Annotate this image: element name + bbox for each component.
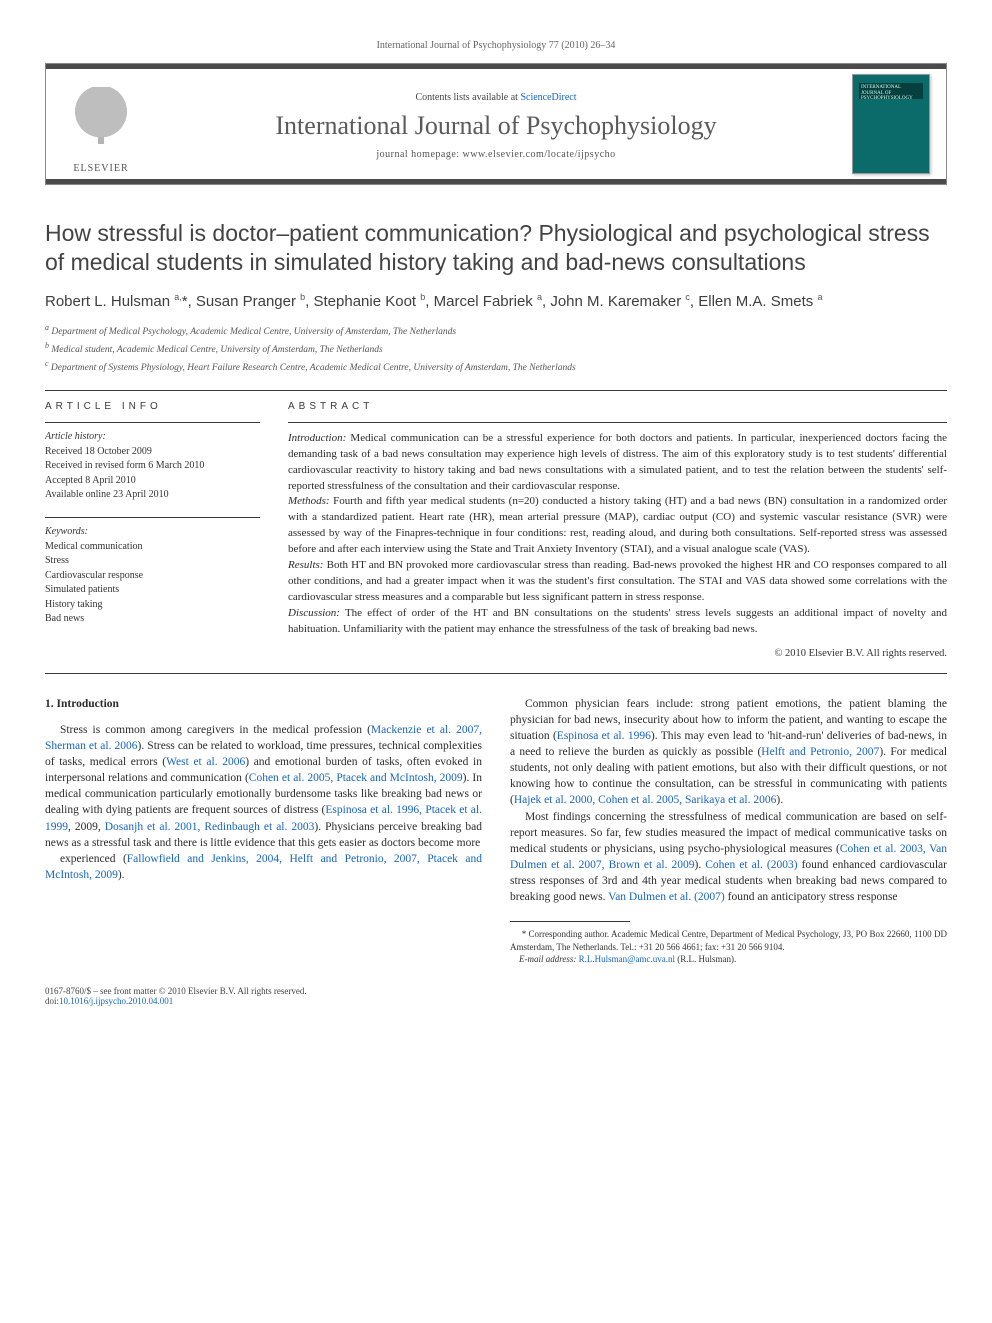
footnote-rule (510, 921, 630, 922)
body-paragraph: Most findings concerning the stressfulne… (510, 809, 947, 906)
masthead-center: Contents lists available at ScienceDirec… (156, 64, 836, 184)
keyword: Cardiovascular response (45, 569, 260, 584)
citation-link[interactable]: Cohen et al. 2005, Ptacek and McIntosh, … (249, 772, 463, 784)
history-line: Accepted 8 April 2010 (45, 474, 260, 489)
abstract-para-text: The effect of order of the HT and BN con… (288, 607, 947, 635)
masthead-top-bar (46, 64, 946, 69)
affiliation-line: a Department of Medical Psychology, Acad… (45, 322, 947, 339)
cover-thumb-label: INTERNATIONAL JOURNAL OF PSYCHOPHYSIOLOG… (861, 85, 921, 102)
section-1-heading: 1. Introduction (45, 696, 482, 712)
sciencedirect-link[interactable]: ScienceDirect (520, 92, 576, 103)
keyword: Bad news (45, 612, 260, 627)
journal-homepage: journal homepage: www.elsevier.com/locat… (164, 149, 828, 160)
abstract-para-label: Results: (288, 559, 323, 571)
journal-title: International Journal of Psychophysiolog… (164, 111, 828, 141)
info-rule (45, 422, 260, 423)
info-rule-2 (45, 517, 260, 518)
affiliation-line: c Department of Systems Physiology, Hear… (45, 358, 947, 375)
abstract-paragraph: Methods: Fourth and fifth year medical s… (288, 494, 947, 558)
citation-link[interactable]: Espinosa et al. 1996 (557, 730, 651, 742)
journal-cover-thumb: INTERNATIONAL JOURNAL OF PSYCHOPHYSIOLOG… (852, 74, 930, 174)
abstract-paragraph: Results: Both HT and BN provoked more ca… (288, 558, 947, 606)
history-line: Received 18 October 2009 (45, 445, 260, 460)
email-tail: (R.L. Hulsman). (675, 954, 736, 964)
keyword: Stress (45, 554, 260, 569)
keyword: Simulated patients (45, 583, 260, 598)
history-line: Received in revised form 6 March 2010 (45, 459, 260, 474)
citation-link[interactable]: Helft and Petronio, 2007 (761, 746, 879, 758)
abstract-para-text: Both HT and BN provoked more cardiovascu… (288, 559, 947, 603)
body-paragraph: experienced (Fallowfield and Jenkins, 20… (45, 851, 482, 883)
citation-link[interactable]: West et al. 2006 (166, 756, 245, 768)
body-columns: 1. Introduction Stress is common among c… (45, 696, 947, 966)
front-matter-line: 0167-8760/$ – see front matter © 2010 El… (45, 986, 947, 996)
citation-link[interactable]: Dosanjh et al. 2001, Redinbaugh et al. 2… (105, 821, 315, 833)
doi-label: doi: (45, 996, 59, 1006)
running-head: International Journal of Psychophysiolog… (45, 40, 947, 51)
contents-line: Contents lists available at ScienceDirec… (164, 92, 828, 103)
abstract-para-text: Medical communication can be a stressful… (288, 432, 947, 492)
article-title: How stressful is doctor–patient communic… (45, 219, 947, 277)
abstract-heading: ABSTRACT (288, 401, 947, 412)
affiliation-line: b Medical student, Academic Medical Cent… (45, 340, 947, 357)
history-line: Available online 23 April 2010 (45, 488, 260, 503)
cover-thumb-block: INTERNATIONAL JOURNAL OF PSYCHOPHYSIOLOG… (836, 64, 946, 184)
corresponding-author-note: * Corresponding author. Academic Medical… (510, 928, 947, 953)
body-paragraph: Common physician fears include: strong p… (510, 696, 947, 809)
abstract-paragraph: Discussion: The effect of order of the H… (288, 606, 947, 638)
abstract-para-label: Discussion: (288, 607, 340, 619)
citation-link[interactable]: Fallowfield and Jenkins, 2004, Helft and… (45, 853, 482, 881)
section-rule-top (45, 390, 947, 391)
keyword: Medical communication (45, 540, 260, 555)
body-paragraph: Stress is common among caregivers in the… (45, 722, 482, 851)
history-label: Article history: (45, 431, 260, 442)
journal-masthead: ELSEVIER Contents lists available at Sci… (45, 63, 947, 185)
section-rule-bottom (45, 673, 947, 674)
citation-link[interactable]: Van Dulmen et al. (2007) (608, 891, 725, 903)
abstract-rule (288, 422, 947, 423)
publisher-wordmark: ELSEVIER (73, 163, 128, 174)
masthead-bottom-bar (46, 179, 946, 184)
abstract-para-text: Fourth and fifth year medical students (… (288, 495, 947, 555)
author-list: Robert L. Hulsman a,*, Susan Pranger b, … (45, 291, 947, 312)
contents-line-pre: Contents lists available at (415, 92, 520, 103)
publisher-block: ELSEVIER (46, 64, 156, 184)
abstract-para-label: Methods: (288, 495, 330, 507)
citation-link[interactable]: Hajek et al. 2000, Cohen et al. 2005, Sa… (514, 794, 777, 806)
keywords-label: Keywords: (45, 526, 260, 537)
front-matter-footer: 0167-8760/$ – see front matter © 2010 El… (45, 986, 947, 1006)
keyword: History taking (45, 598, 260, 613)
corresponding-email-link[interactable]: R.L.Hulsman@amc.uva.nl (579, 954, 675, 964)
citation-link[interactable]: Cohen et al. (2003) (705, 859, 797, 871)
abstract-block: ABSTRACT Introduction: Medical communica… (288, 401, 947, 659)
affiliations: a Department of Medical Psychology, Acad… (45, 322, 947, 376)
article-info-heading: ARTICLE INFO (45, 401, 260, 412)
article-info-block: ARTICLE INFO Article history: Received 1… (45, 401, 260, 659)
email-label: E-mail address: (519, 954, 579, 964)
email-line: E-mail address: R.L.Hulsman@amc.uva.nl (… (510, 953, 947, 966)
doi-link[interactable]: 10.1016/j.ijpsycho.2010.04.001 (59, 996, 173, 1006)
citation-link[interactable]: Mackenzie et al. 2007, Sherman et al. 20… (45, 724, 482, 752)
footnotes: * Corresponding author. Academic Medical… (510, 928, 947, 966)
copyright-line: © 2010 Elsevier B.V. All rights reserved… (288, 648, 947, 659)
abstract-paragraph: Introduction: Medical communication can … (288, 431, 947, 495)
abstract-para-label: Introduction: (288, 432, 346, 444)
elsevier-tree-icon (66, 87, 136, 157)
